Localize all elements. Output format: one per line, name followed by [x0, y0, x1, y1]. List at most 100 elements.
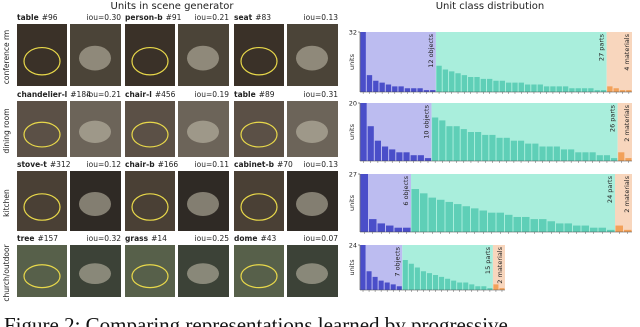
- bar: [360, 103, 367, 161]
- region-annotation: 2 materials: [623, 104, 631, 141]
- image: [234, 171, 284, 231]
- unit-id: #166: [158, 160, 179, 169]
- image: [17, 24, 67, 86]
- bar: [499, 288, 505, 290]
- bar: [553, 146, 560, 161]
- region-background: [617, 103, 632, 161]
- unit-id: #83: [255, 13, 271, 22]
- bar: [457, 282, 463, 290]
- bar: [568, 149, 575, 161]
- bar: [525, 143, 532, 161]
- unit-label: cabinet-b #70: [234, 160, 293, 169]
- bar: [496, 212, 504, 232]
- bar: [550, 86, 556, 92]
- bar: [449, 71, 455, 92]
- unit-name: stove-t: [17, 160, 47, 169]
- bar: [426, 273, 432, 290]
- region-annotation: 2 materials: [496, 246, 504, 283]
- bar: [373, 80, 379, 92]
- y-tick-label: 20: [349, 100, 357, 108]
- unit-id: #89: [259, 90, 275, 99]
- region-annotation: 24 parts: [606, 175, 614, 203]
- unit-label: seat #83: [234, 13, 271, 22]
- bar: [537, 84, 543, 92]
- highlight: [187, 192, 219, 216]
- bar: [575, 88, 581, 92]
- bar: [433, 275, 439, 290]
- bar: [532, 143, 539, 161]
- bar: [367, 126, 374, 161]
- mask-outline: [23, 121, 61, 148]
- unit-iou: iou=0.13: [304, 13, 339, 22]
- bar: [404, 88, 411, 92]
- unit-iou: iou=0.25: [195, 234, 230, 243]
- bar: [531, 84, 537, 92]
- unit-id: #91: [166, 13, 182, 22]
- bar: [481, 286, 487, 290]
- unit-label: chair-b #166: [125, 160, 178, 169]
- mask-outline: [131, 121, 169, 148]
- bar: [417, 88, 423, 92]
- bar: [451, 280, 457, 290]
- unit-name: chair-b: [125, 160, 155, 169]
- image: [234, 24, 284, 86]
- bar: [626, 90, 632, 92]
- unit-id: #43: [260, 234, 276, 243]
- bar: [360, 32, 366, 92]
- bar: [512, 82, 518, 92]
- bar: [454, 204, 462, 232]
- bar: [505, 214, 513, 232]
- unit-id: #312: [50, 160, 71, 169]
- bar: [396, 152, 403, 161]
- bar: [530, 219, 538, 232]
- region-annotation: 27 parts: [598, 33, 606, 61]
- bar: [556, 223, 564, 232]
- bar: [439, 120, 446, 161]
- image: [17, 101, 67, 157]
- region-background: [492, 245, 505, 290]
- region-annotation: 6 objects: [402, 175, 410, 205]
- bar: [432, 117, 439, 161]
- bar: [384, 282, 390, 290]
- bar: [522, 216, 530, 232]
- bar: [493, 80, 499, 92]
- caption: Figure 2: Comparing representations lear…: [4, 313, 508, 327]
- unit-name: person-b: [125, 13, 163, 22]
- unit-label: chair-l #456: [125, 90, 176, 99]
- bar: [581, 88, 588, 92]
- bar: [505, 82, 512, 92]
- unit-label: chandelier-l #184: [17, 90, 91, 99]
- bar: [510, 140, 517, 161]
- bar: [493, 284, 499, 290]
- bar: [624, 229, 632, 232]
- bar: [379, 82, 385, 92]
- region-annotation: 15 parts: [484, 246, 492, 274]
- region-annotation: 2 materials: [623, 175, 631, 212]
- unit-name: seat: [234, 13, 253, 22]
- region-annotation: 4 materials: [623, 33, 631, 70]
- bar: [461, 75, 468, 92]
- bar: [442, 69, 449, 92]
- bar: [489, 134, 496, 161]
- bar: [603, 155, 611, 161]
- unit-iou: iou=0.21: [195, 13, 230, 22]
- unit-iou: iou=0.21: [87, 90, 122, 99]
- bar: [423, 90, 430, 92]
- bar: [594, 90, 600, 92]
- bar: [581, 225, 589, 232]
- unit-label: tree #157: [17, 234, 58, 243]
- unit-label: person-b #91: [125, 13, 182, 22]
- bar: [366, 75, 373, 92]
- mask-outline: [23, 264, 61, 289]
- mask-outline: [240, 193, 278, 221]
- row-label: church/outdoor: [2, 243, 11, 301]
- unit-label: stove-t #312: [17, 160, 71, 169]
- unit-label: dome #43: [234, 234, 276, 243]
- bar: [411, 88, 417, 92]
- image: [234, 101, 284, 157]
- bar: [479, 210, 487, 232]
- region-annotation: 7 objects: [393, 246, 401, 276]
- bar: [503, 137, 510, 161]
- image: [125, 101, 175, 157]
- bar: [468, 77, 474, 92]
